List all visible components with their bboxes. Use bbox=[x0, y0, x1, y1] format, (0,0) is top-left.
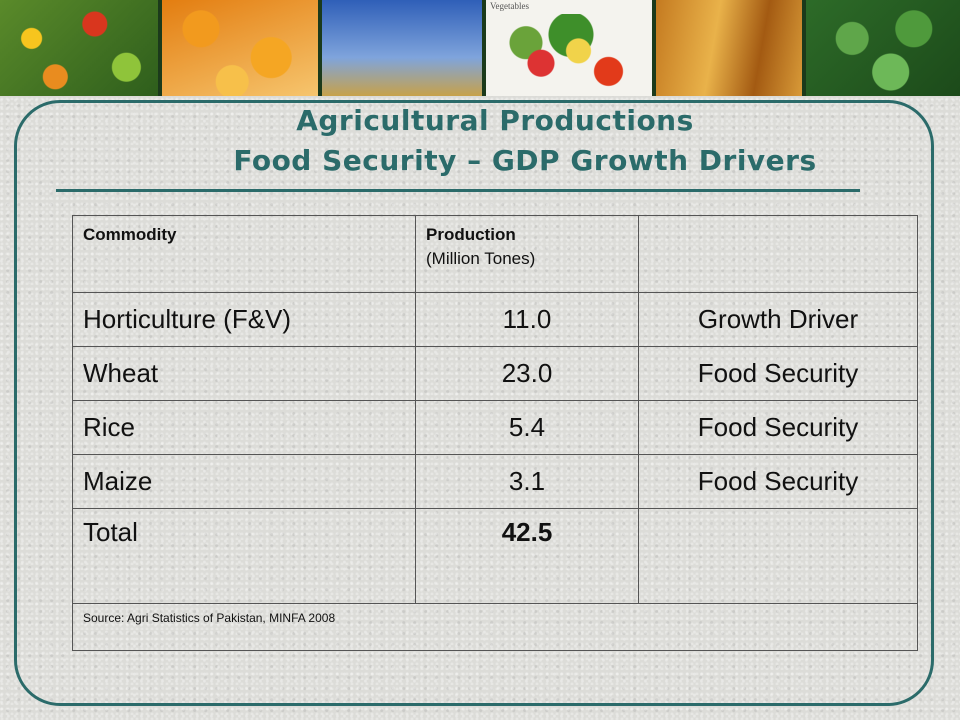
title-underline bbox=[56, 189, 860, 192]
oranges-juice-photo bbox=[162, 0, 318, 96]
table-header-row: Commodity Production (Million Tones) bbox=[72, 215, 918, 293]
header-production-label: Production bbox=[426, 225, 516, 244]
production-cell: 23.0 bbox=[415, 346, 639, 401]
source-row: Source: Agri Statistics of Pakistan, MIN… bbox=[72, 603, 918, 651]
header-commodity: Commodity bbox=[72, 215, 416, 293]
production-cell: 11.0 bbox=[415, 292, 639, 347]
production-cell: 3.1 bbox=[415, 454, 639, 509]
table-row: Maize 3.1 Food Security bbox=[72, 454, 918, 509]
vegetables-photo: Vegetables bbox=[486, 0, 652, 96]
commodity-cell: Maize bbox=[72, 454, 416, 509]
table-row: Rice 5.4 Food Security bbox=[72, 400, 918, 455]
header-role bbox=[638, 215, 918, 293]
total-label: Total bbox=[72, 508, 416, 604]
total-empty-cell bbox=[638, 508, 918, 604]
source-note: Source: Agri Statistics of Pakistan, MIN… bbox=[72, 603, 918, 651]
title-line-1: Agricultural Productions bbox=[296, 104, 694, 137]
header-production: Production (Million Tones) bbox=[415, 215, 639, 293]
mint-leaves-photo bbox=[806, 0, 960, 96]
photo-banner: Vegetables bbox=[0, 0, 960, 96]
total-row: Total 42.5 bbox=[72, 508, 918, 604]
table-row: Horticulture (F&V) 11.0 Growth Driver bbox=[72, 292, 918, 347]
title-line-2: Food Security – GDP Growth Drivers bbox=[233, 144, 817, 177]
commodity-cell: Wheat bbox=[72, 346, 416, 401]
production-cell: 5.4 bbox=[415, 400, 639, 455]
role-cell: Growth Driver bbox=[638, 292, 918, 347]
commodity-cell: Rice bbox=[72, 400, 416, 455]
wheat-photo bbox=[656, 0, 802, 96]
mixed-fruit-photo bbox=[0, 0, 158, 96]
table-row: Wheat 23.0 Food Security bbox=[72, 346, 918, 401]
role-cell: Food Security bbox=[638, 346, 918, 401]
content-panel bbox=[14, 100, 934, 706]
role-cell: Food Security bbox=[638, 400, 918, 455]
vegetables-image bbox=[496, 14, 646, 96]
production-table: Commodity Production (Million Tones) Hor… bbox=[72, 215, 918, 651]
role-cell: Food Security bbox=[638, 454, 918, 509]
rice-plant-photo bbox=[322, 0, 482, 96]
header-production-unit: (Million Tones) bbox=[426, 249, 536, 268]
total-value: 42.5 bbox=[415, 508, 639, 604]
vegetables-label: Vegetables bbox=[490, 1, 529, 11]
commodity-cell: Horticulture (F&V) bbox=[72, 292, 416, 347]
